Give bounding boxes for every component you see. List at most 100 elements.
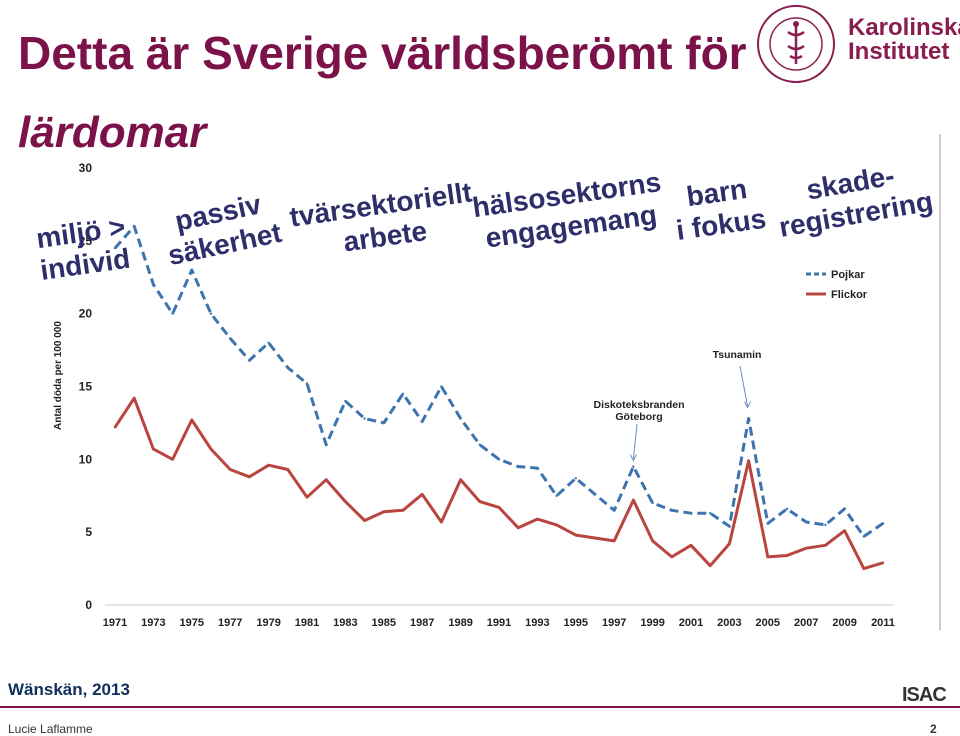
data-point-pojkar	[459, 417, 462, 420]
data-point-flickor	[421, 493, 424, 496]
x-tick-label: 1985	[372, 617, 396, 629]
data-point-flickor	[133, 396, 136, 400]
x-tick-label: 2001	[679, 617, 703, 629]
data-point-pojkar	[824, 523, 827, 527]
data-point-flickor	[785, 554, 789, 557]
data-point-pojkar	[286, 366, 289, 369]
x-tick-label: 1993	[525, 617, 549, 629]
data-point-pojkar	[497, 458, 501, 461]
x-tick-label: 2009	[832, 617, 856, 629]
data-point-flickor	[440, 520, 443, 524]
data-point-pojkar	[689, 512, 693, 515]
data-point-pojkar	[401, 392, 405, 395]
data-point-flickor	[536, 517, 539, 521]
data-point-pojkar	[862, 535, 865, 538]
callout-arrowhead	[629, 454, 637, 462]
x-tick-label: 1997	[602, 617, 626, 629]
data-point-pojkar	[363, 417, 366, 420]
overlay-label-group: miljö >individ	[34, 211, 132, 286]
data-point-flickor	[709, 564, 712, 567]
data-point-flickor	[459, 478, 462, 481]
callout-label: Göteborg	[615, 411, 662, 423]
data-point-flickor	[267, 463, 270, 467]
data-point-flickor	[478, 500, 481, 503]
legend-label: Flickor	[831, 289, 868, 301]
data-point-pojkar	[709, 512, 712, 515]
mortality-line-chart: 0 5 10 15 20 25 30 1971 1973 1975 1977 1979 1981 198…	[34, 134, 941, 630]
y-tick-label: 30	[79, 161, 93, 175]
data-point-flickor	[344, 500, 347, 503]
callout-arrowhead	[744, 401, 752, 409]
data-point-pojkar	[190, 268, 193, 272]
data-point-pojkar	[593, 493, 597, 496]
data-point-flickor	[805, 546, 808, 550]
overlay-label-group: skade-registrering	[777, 160, 936, 243]
isac-logo: ISAC	[902, 684, 947, 706]
x-tick-label: 1973	[141, 617, 165, 629]
series-line-pojkar	[113, 224, 884, 538]
data-point-pojkar	[785, 507, 789, 511]
data-point-flickor	[382, 510, 385, 513]
y-tick-label: 20	[79, 307, 93, 321]
data-point-pojkar	[171, 312, 174, 315]
x-tick-label: 1975	[180, 617, 204, 629]
x-tick-label: 1971	[103, 617, 127, 629]
data-point-flickor	[248, 475, 251, 479]
x-tick-label: 1977	[218, 617, 242, 629]
data-point-pojkar	[574, 477, 577, 480]
data-point-pojkar	[248, 359, 251, 362]
y-axis-label: Antal döda per 100 000	[53, 321, 64, 430]
data-point-flickor	[651, 539, 654, 543]
data-point-flickor	[747, 459, 750, 462]
source-citation: Wänskän, 2013	[8, 680, 130, 699]
logo-text-institutet: Institutet	[848, 38, 950, 65]
callout-arrow	[739, 365, 749, 407]
x-tick-label: 1983	[333, 617, 357, 629]
data-point-pojkar	[536, 466, 539, 470]
data-point-flickor	[363, 519, 366, 522]
data-point-flickor	[728, 542, 731, 546]
data-point-pojkar	[805, 520, 808, 524]
data-point-flickor	[574, 533, 577, 537]
karolinska-seal-icon	[757, 5, 835, 83]
y-tick-label: 10	[79, 452, 93, 466]
data-point-flickor	[555, 523, 558, 527]
y-tick-label: 0	[85, 598, 92, 612]
data-point-pojkar	[766, 522, 769, 525]
data-point-flickor	[670, 555, 673, 559]
y-tick-label: 25	[79, 234, 93, 248]
x-tick-label: 1989	[448, 617, 472, 629]
slide-title-line-1: Detta är Sverige världsberömt för	[18, 27, 747, 79]
x-tick-label: 1981	[295, 617, 319, 629]
data-point-pojkar	[382, 421, 385, 425]
data-point-pojkar	[325, 443, 328, 446]
callout-label: Diskoteksbranden	[593, 399, 684, 411]
x-tick-label: 2005	[756, 617, 780, 629]
data-point-flickor	[517, 526, 520, 529]
x-tick-label: 1999	[640, 617, 664, 629]
data-point-pojkar	[613, 509, 616, 512]
logo-text-karolinska: Karolinska	[848, 14, 960, 41]
data-point-flickor	[632, 498, 635, 502]
callout-arrow	[632, 423, 638, 459]
data-point-flickor	[171, 458, 174, 461]
data-point-flickor	[152, 447, 155, 451]
x-tick-label: 1979	[256, 617, 280, 629]
data-point-pojkar	[555, 494, 558, 497]
data-point-flickor	[613, 539, 616, 543]
data-point-pojkar	[478, 443, 481, 446]
data-point-flickor	[305, 496, 309, 499]
data-point-flickor	[113, 426, 117, 429]
presenter-name: Lucie Laflamme	[8, 722, 93, 736]
karolinska-logo: Karolinska Institutet	[752, 2, 960, 86]
data-point-pojkar	[747, 417, 750, 420]
data-point-pojkar	[421, 420, 424, 423]
data-point-pojkar	[728, 525, 731, 528]
data-point-pojkar	[843, 507, 846, 511]
x-tick-label: 1995	[564, 617, 588, 629]
data-point-pojkar	[670, 509, 673, 512]
legend-label: Pojkar	[831, 269, 865, 281]
data-point-pojkar	[152, 283, 155, 286]
